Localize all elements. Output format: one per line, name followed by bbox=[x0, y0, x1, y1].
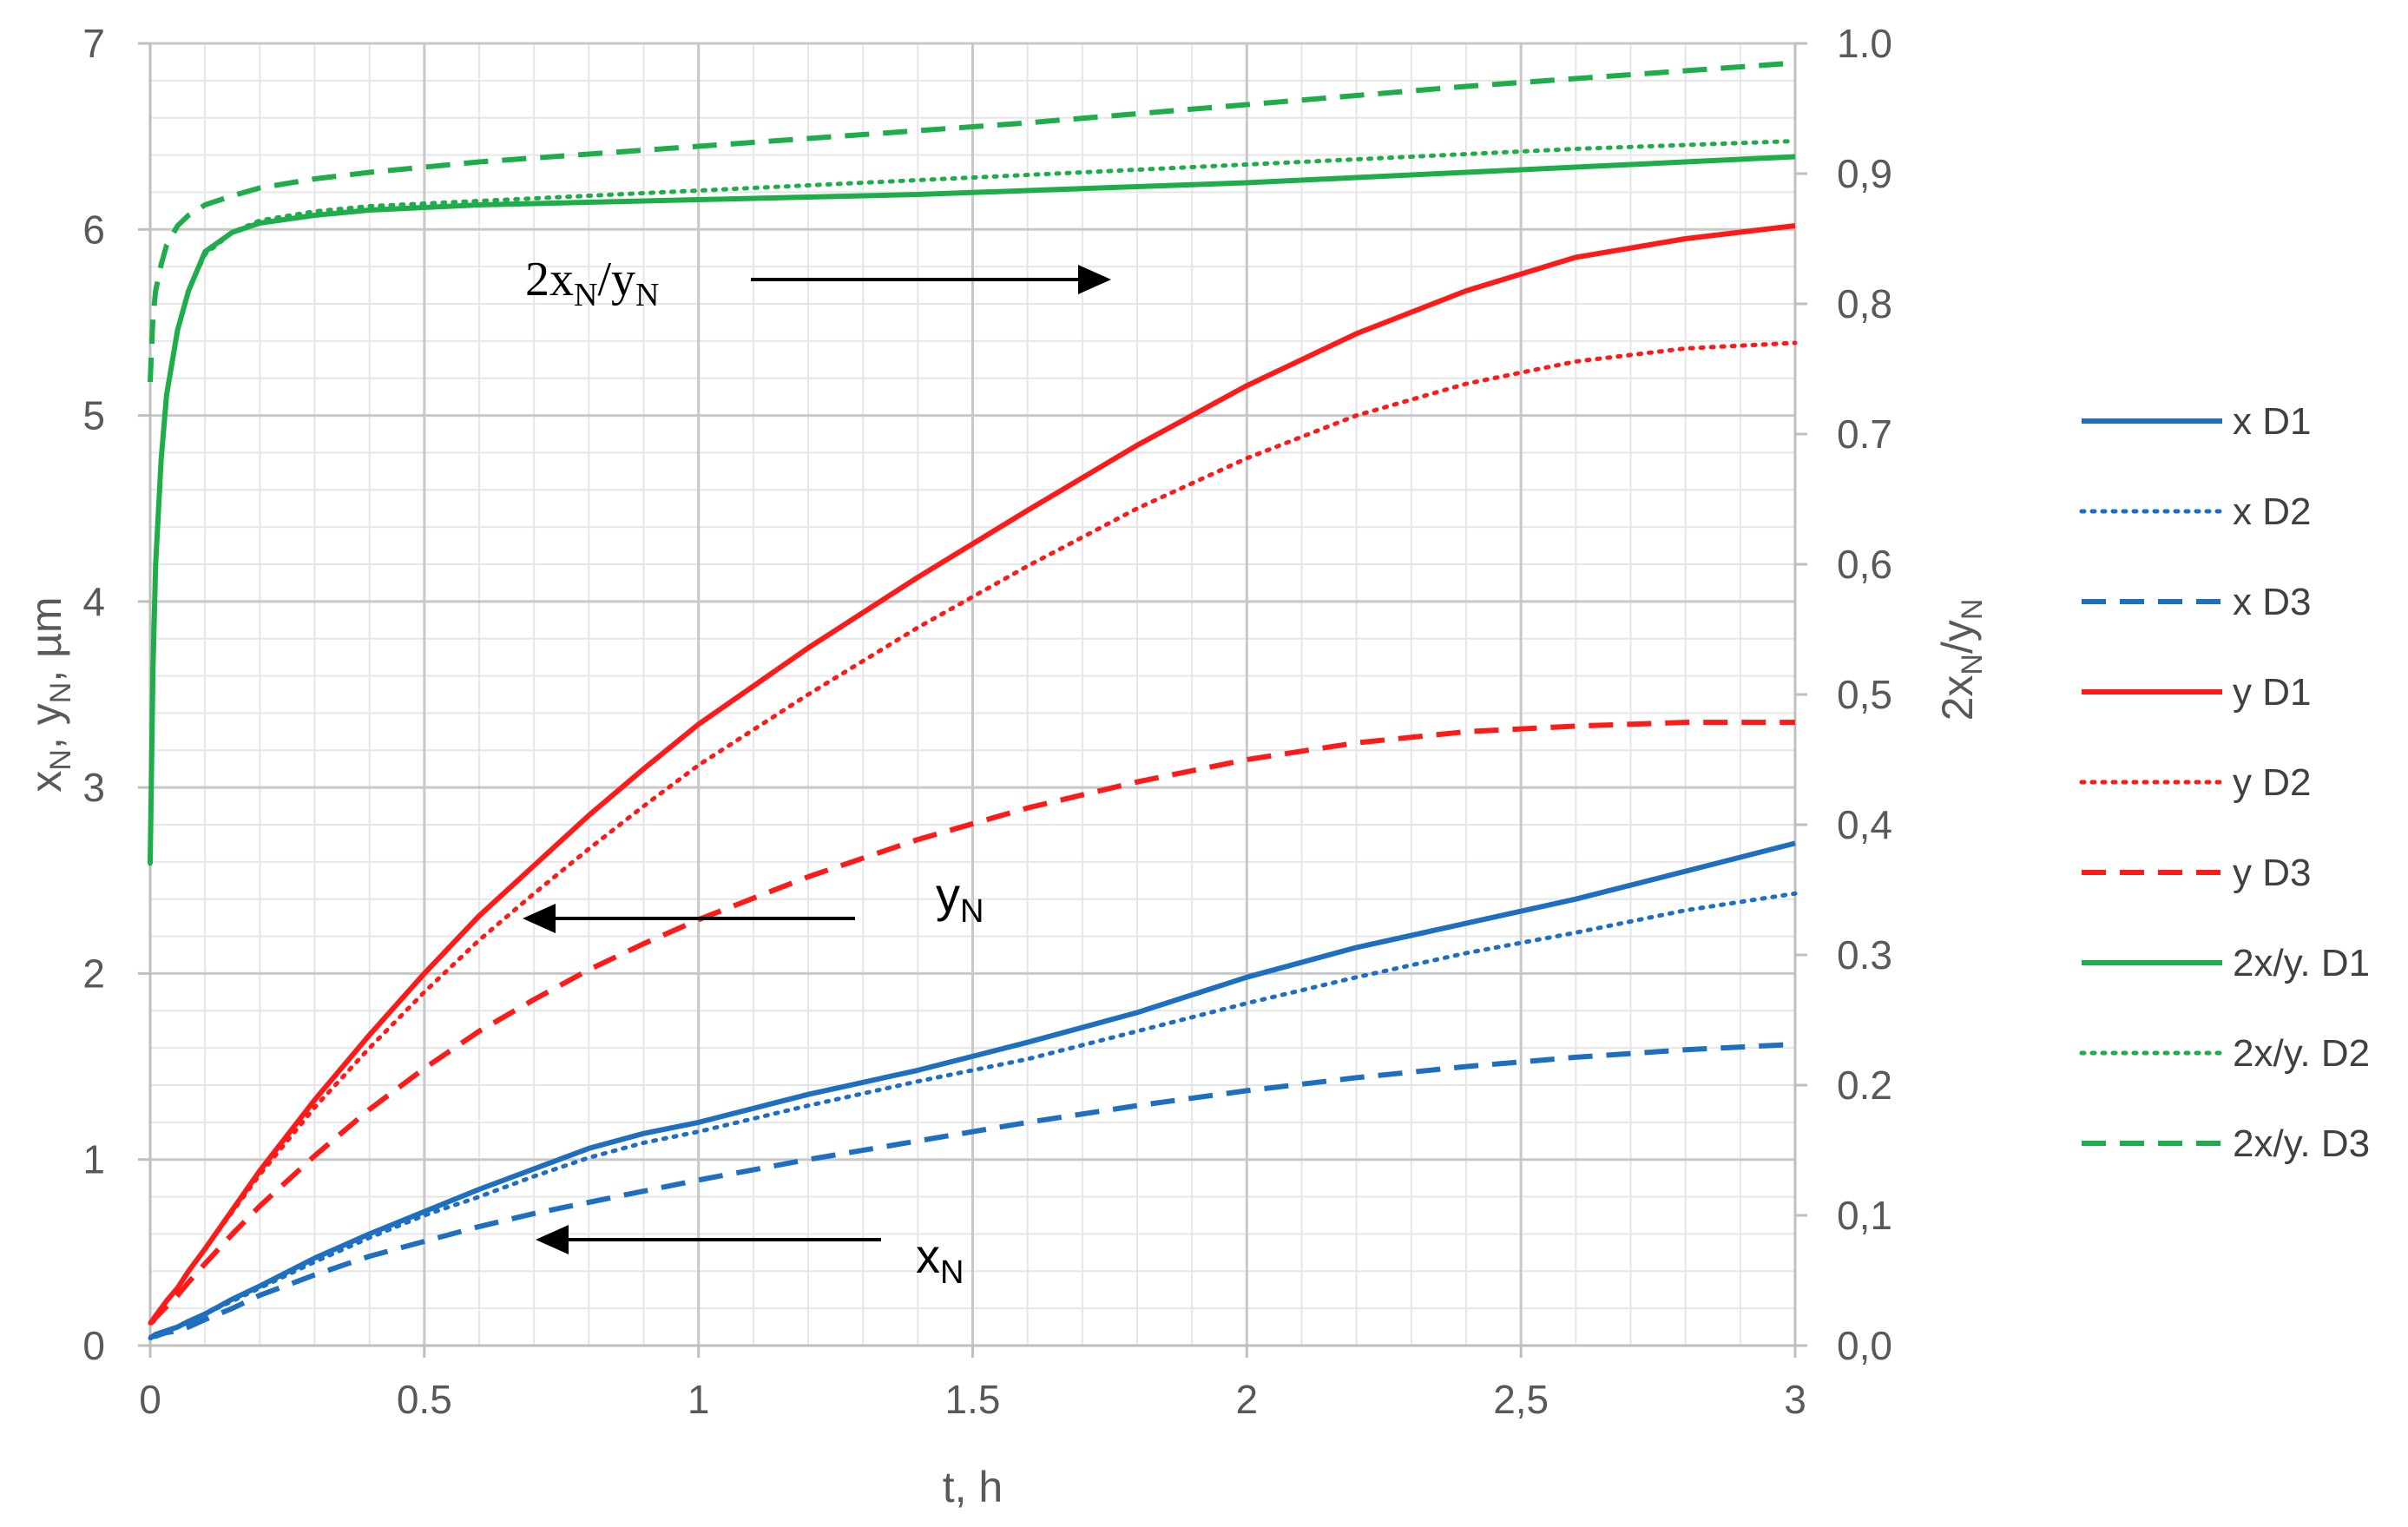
series-layer bbox=[148, 60, 1798, 1340]
major-gridlines bbox=[148, 42, 1797, 1347]
y-right-tick-label: 0,9 bbox=[1837, 151, 1892, 196]
y-left-tick-label: 7 bbox=[82, 21, 105, 66]
series-line-y-d3 bbox=[148, 720, 1795, 1326]
annotation-ratio-sub2: N bbox=[635, 277, 659, 313]
annotation-ratio-sub1: N bbox=[574, 277, 597, 313]
x-axis-title: t, h bbox=[943, 1463, 1003, 1511]
legend-label: x D1 bbox=[2233, 400, 2311, 443]
axis-title-part: /y bbox=[1933, 620, 1982, 654]
x-tick-label: 1 bbox=[688, 1377, 710, 1422]
annotation-ratio-mid: /y bbox=[597, 253, 635, 306]
legend-label: 2x/y. D1 bbox=[2233, 942, 2370, 984]
series-line-2x-y-d2 bbox=[148, 139, 1798, 866]
y-right-axis-title: 2xN/yN bbox=[1933, 599, 1989, 721]
y-right-tick-label: 0.3 bbox=[1837, 932, 1892, 977]
series-line-y-d1 bbox=[148, 223, 1796, 1326]
y-right-tick-label: 0.2 bbox=[1837, 1063, 1892, 1108]
series-line-y-d2 bbox=[148, 340, 1798, 1326]
annotation-yN-arrowhead bbox=[523, 904, 556, 933]
y-right-tick-label: 0.7 bbox=[1837, 411, 1892, 457]
x-tick-label: 2,5 bbox=[1493, 1377, 1549, 1422]
y-right-tick-label: 0,8 bbox=[1837, 281, 1892, 326]
annotation-xN: xN bbox=[536, 1225, 964, 1291]
legend: x D1 x D2 x D3 y D1 y D2 y D3 2x/y. D1 2x/y. D2… bbox=[2079, 400, 2370, 1165]
annotation-xN-arrowhead bbox=[536, 1225, 569, 1254]
x-tick-label: 1.5 bbox=[945, 1377, 1001, 1422]
series-line-2x-y-d3 bbox=[148, 60, 1796, 383]
y-left-tick-label: 6 bbox=[82, 207, 105, 252]
svg-text:2xN/yN: 2xN/yN bbox=[525, 253, 659, 313]
legend-label: y D1 bbox=[2233, 671, 2311, 714]
y-left-tick-label: 0 bbox=[82, 1323, 105, 1368]
series-line-x-d2 bbox=[148, 891, 1798, 1340]
legend-label: y D2 bbox=[2233, 761, 2311, 804]
series-line-x-d3 bbox=[148, 1041, 1796, 1340]
y-left-tick-label: 1 bbox=[82, 1137, 105, 1182]
annotation-ratio-base: 2x bbox=[525, 253, 574, 306]
y-left-tick-label: 3 bbox=[82, 765, 105, 810]
svg-text:xN: xN bbox=[916, 1228, 964, 1291]
x-tick-label: 0.5 bbox=[397, 1377, 452, 1422]
x-tick-label: 2 bbox=[1236, 1377, 1259, 1422]
annotation-ratio-arrowhead bbox=[1078, 265, 1111, 294]
y-right-tick-label: 0,0 bbox=[1837, 1323, 1892, 1368]
annotation-xN-sub: N bbox=[940, 1254, 964, 1291]
axis-title-part: 2x bbox=[1933, 675, 1982, 721]
legend-label: 2x/y. D2 bbox=[2233, 1032, 2370, 1075]
axis-title-part: N bbox=[44, 682, 77, 704]
annotation-xN-base: x bbox=[916, 1228, 940, 1283]
y-left-tick-label: 2 bbox=[82, 951, 105, 996]
axes: 0 0.5 1 1.5 2 2,5 3 0 1 2 3 4 5 6 7 0,0 0,1 0.2 0.3 0,4 0,5 0… bbox=[22, 21, 1989, 1511]
annotation-yN-base: y bbox=[936, 867, 960, 922]
x-tick-label: 3 bbox=[1784, 1377, 1806, 1422]
y-right-tick-label: 0,4 bbox=[1837, 802, 1892, 847]
x-tick-label: 0 bbox=[139, 1377, 161, 1422]
axis-title-part: , µm bbox=[22, 596, 70, 681]
annotation-yN-sub: N bbox=[960, 893, 984, 930]
axis-title-part: N bbox=[1956, 654, 1989, 675]
y-right-tick-label: 1.0 bbox=[1837, 21, 1892, 66]
annotation-yN: yN bbox=[523, 867, 984, 933]
legend-label: 2x/y. D3 bbox=[2233, 1122, 2370, 1165]
axis-title-part: , y bbox=[22, 703, 70, 749]
annotation-ratio: 2xN/yN bbox=[525, 253, 1111, 313]
y-right-tick-label: 0,6 bbox=[1837, 542, 1892, 587]
y-right-tick-label: 0,5 bbox=[1837, 672, 1892, 717]
svg-text:yN: yN bbox=[936, 867, 984, 930]
y-left-tick-label: 4 bbox=[82, 579, 105, 624]
legend-label: x D3 bbox=[2233, 581, 2311, 623]
axis-title-part: N bbox=[44, 749, 77, 771]
legend-label: x D2 bbox=[2233, 490, 2311, 533]
y-left-tick-label: 5 bbox=[82, 393, 105, 438]
y-left-axis-title: xN, yN, µm bbox=[22, 596, 77, 792]
legend-label: y D3 bbox=[2233, 852, 2311, 894]
axis-title-part: N bbox=[1956, 599, 1989, 621]
y-right-tick-label: 0,1 bbox=[1837, 1193, 1892, 1238]
axis-title-part: x bbox=[22, 771, 70, 793]
